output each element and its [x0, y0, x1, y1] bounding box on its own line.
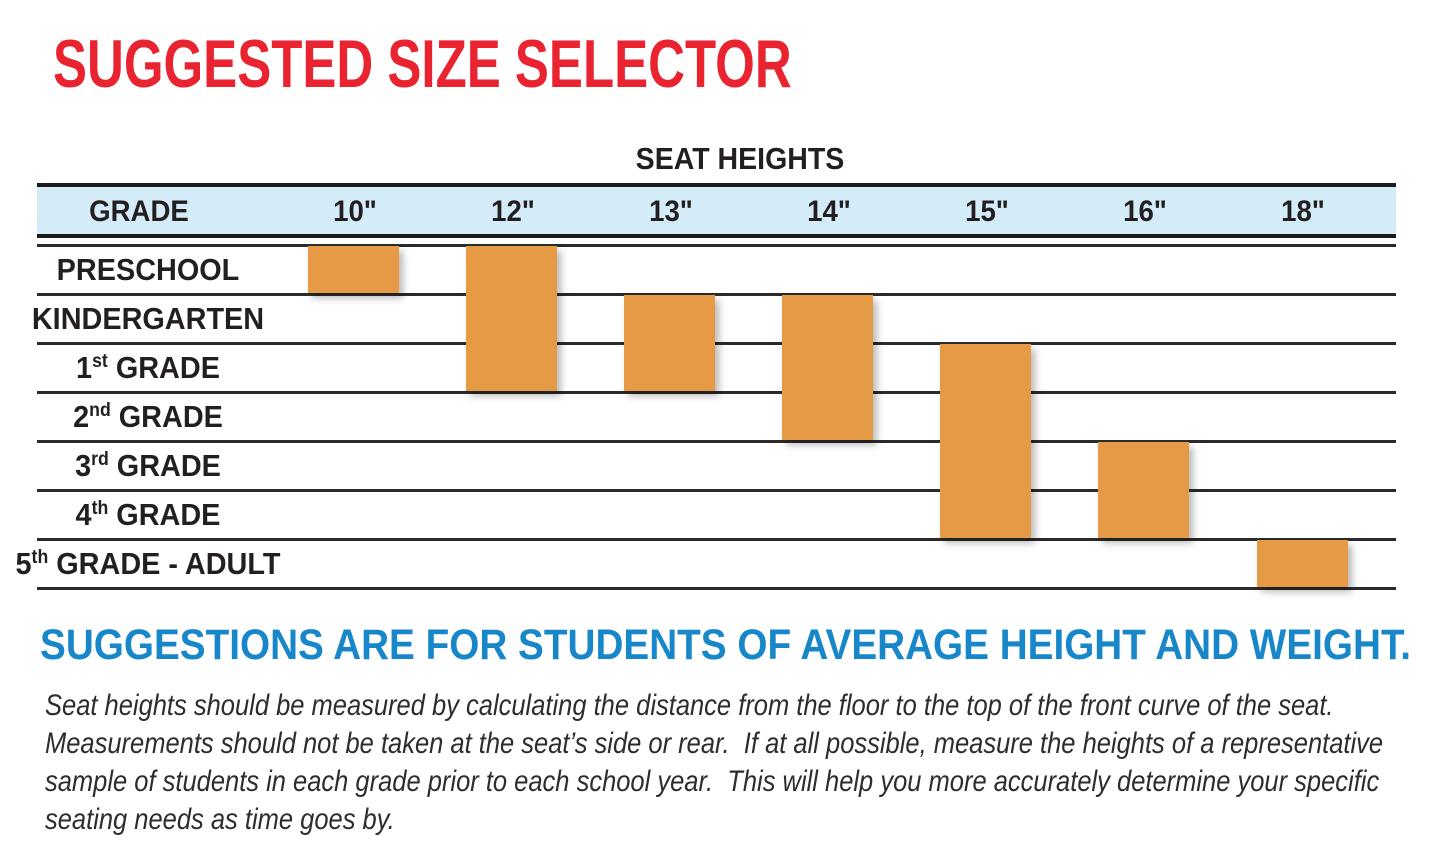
bar-10in-preschool — [308, 246, 399, 293]
row-divider — [37, 440, 1396, 443]
row-label-1st-grade: 1st GRADE — [76, 350, 220, 385]
column-header-15in: 15" — [965, 195, 1009, 228]
bar-16in-3rd-to-4th — [1098, 442, 1189, 538]
description-line: Measurements should not be taken at the … — [45, 727, 1384, 760]
page-title: SUGGESTED SIZE SELECTOR — [53, 26, 792, 102]
table-bottom-border — [37, 587, 1396, 590]
column-header-grade: GRADE — [89, 195, 189, 228]
column-header-18in: 18" — [1281, 195, 1325, 228]
bar-15in-1st-to-4th — [940, 344, 1031, 538]
row-divider — [37, 342, 1396, 345]
row-divider — [37, 489, 1396, 492]
column-header-12in: 12" — [491, 195, 535, 228]
description-line: Seat heights should be measured by calcu… — [45, 689, 1334, 722]
subtitle-average-height-weight: SUGGESTIONS ARE FOR STUDENTS OF AVERAGE … — [40, 621, 1412, 669]
description-line: sample of students in each grade prior t… — [45, 765, 1380, 798]
bar-13in-kindergarten-to-1st — [624, 295, 715, 391]
row-divider — [37, 244, 1396, 247]
row-label-3rd-grade: 3rd GRADE — [75, 448, 221, 483]
description-paragraph: Seat heights should be measured by calcu… — [45, 687, 1445, 839]
bar-18in-5th-to-adult — [1257, 540, 1348, 587]
bar-12in-preschool-to-1st — [466, 246, 557, 391]
row-divider — [37, 538, 1396, 541]
column-header-13in: 13" — [649, 195, 693, 228]
row-divider — [37, 391, 1396, 394]
column-header-10in: 10" — [333, 195, 377, 228]
row-label-5th-grade-adult: 5th GRADE - ADULT — [15, 546, 281, 581]
seat-heights-heading: SEAT HEIGHTS — [635, 141, 845, 176]
column-header-14in: 14" — [807, 195, 851, 228]
row-divider — [37, 293, 1396, 296]
bar-14in-kindergarten-to-2nd — [782, 295, 873, 440]
table-header-band — [37, 183, 1396, 238]
row-label-4th-grade: 4th GRADE — [75, 497, 221, 532]
row-label-preschool: PRESCHOOL — [56, 252, 240, 287]
description-line: seating needs as time goes by. — [45, 803, 395, 836]
row-label-2nd-grade: 2nd GRADE — [73, 399, 223, 434]
row-label-kindergarten: KINDERGARTEN — [31, 301, 265, 336]
column-header-16in: 16" — [1123, 195, 1167, 228]
